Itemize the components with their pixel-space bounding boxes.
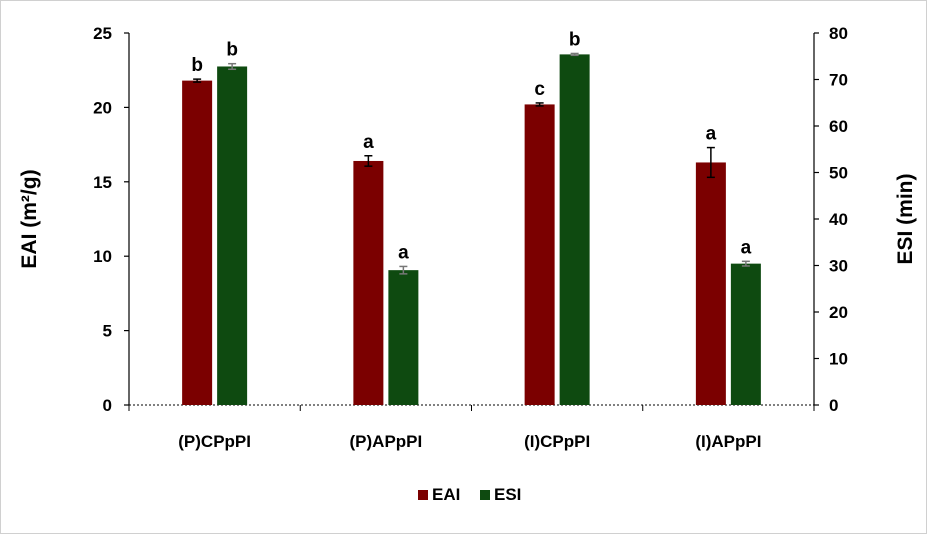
significance-letter: c xyxy=(534,79,545,100)
bars-group xyxy=(182,52,761,405)
significance-letter: a xyxy=(706,124,717,145)
significance-letter: a xyxy=(363,132,374,153)
y-left-tick-label: 20 xyxy=(93,98,112,117)
y-left-tick-label: 5 xyxy=(103,322,112,341)
x-category-label: (I)CPpPI xyxy=(524,432,590,451)
bar-esi xyxy=(559,54,590,405)
x-category-label: (P)CPpPI xyxy=(178,432,251,451)
bar-eai xyxy=(353,160,384,405)
y-right-tick-label: 70 xyxy=(829,71,848,90)
y-right-tick-label: 0 xyxy=(829,396,838,415)
bar-esi xyxy=(388,270,419,405)
significance-letter: a xyxy=(398,242,409,263)
y-right-tick-label: 10 xyxy=(829,350,848,369)
x-category-label: (I)APpPI xyxy=(695,432,761,451)
bar-esi xyxy=(730,263,761,405)
y-left-axis-title: EAI (m²/g) xyxy=(18,169,41,268)
labels-group: (P)CPpPI b b (P)APpPI a a (I)CPpPI c b (I)APpPI a a xyxy=(178,29,761,451)
significance-letter: b xyxy=(226,40,238,61)
y-right-tick-label: 40 xyxy=(829,210,848,229)
y-left-tick-label: 10 xyxy=(93,247,112,266)
legend-swatch-eai xyxy=(418,490,428,500)
legend: EAI ESI xyxy=(418,485,521,504)
legend-label-eai: EAI xyxy=(432,485,460,504)
y-right-tick-label: 80 xyxy=(829,24,848,43)
y-right-tick-label: 60 xyxy=(829,117,848,136)
bar-eai xyxy=(182,80,213,405)
legend-swatch-esi xyxy=(480,490,490,500)
bar-eai xyxy=(695,162,726,405)
x-category-label: (P)APpPI xyxy=(350,432,423,451)
y-right-axis-title: ESI (min) xyxy=(894,173,917,264)
significance-letter: a xyxy=(741,237,752,258)
bar-esi xyxy=(217,66,248,405)
y-right-tick-label: 20 xyxy=(829,303,848,322)
significance-letter: b xyxy=(569,29,581,50)
y-right-tick-label: 50 xyxy=(829,164,848,183)
axes-group: 0 5 10 15 20 25 0 10 20 30 40 50 60 70 80 xyxy=(93,24,848,415)
bar-eai xyxy=(524,104,555,405)
y-left-tick-label: 0 xyxy=(103,396,112,415)
y-left-tick-label: 25 xyxy=(93,24,112,43)
legend-label-esi: ESI xyxy=(494,485,521,504)
y-right-tick-label: 30 xyxy=(829,257,848,276)
significance-letter: b xyxy=(191,55,203,76)
y-left-tick-label: 15 xyxy=(93,173,112,192)
